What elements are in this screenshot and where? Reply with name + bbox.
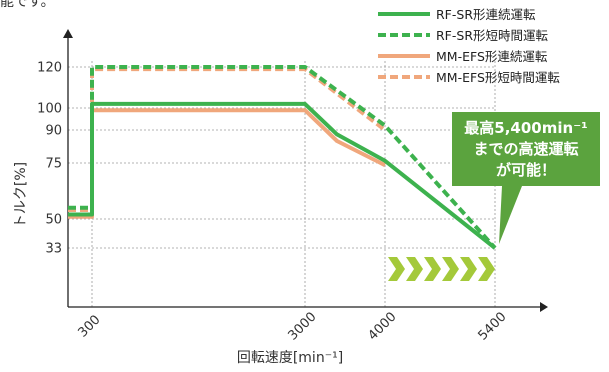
callout-text-line: までの高速運転 — [473, 140, 578, 158]
series-lines — [68, 65, 497, 250]
x-tick-label: 5400 — [476, 310, 510, 344]
chevron-arrow — [406, 257, 423, 281]
x-tick-label: 300 — [75, 312, 103, 340]
series-line — [68, 101, 497, 250]
legend-label: RF-SR形短時間運転 — [436, 28, 549, 43]
y-tick-label: 33 — [45, 242, 62, 257]
x-tick-label: 4000 — [366, 310, 400, 344]
x-axis-label: 回転速度[min⁻¹] — [237, 350, 343, 366]
legend-label: MM-EFS形連続運転 — [436, 49, 548, 64]
y-tick-label: 120 — [37, 61, 62, 76]
grid-lines — [68, 60, 496, 307]
chevron-arrow — [478, 257, 495, 281]
legend: RF-SR形連続運転 RF-SR形短時間運転 MM-EFS形連続運転 MM-EFS形短… — [378, 7, 560, 85]
chevron-arrow — [388, 257, 405, 281]
x-axis-arrowhead — [540, 302, 548, 312]
callout-bubble — [452, 112, 600, 244]
chevron-arrow — [460, 257, 477, 281]
y-tick-label: 100 — [37, 102, 62, 117]
top-text: 能です。 — [0, 0, 55, 10]
legend-label: RF-SR形連続運転 — [436, 7, 536, 22]
speed-arrows — [388, 257, 495, 281]
callout-text-line: 最高5,400min⁻¹ — [464, 119, 587, 137]
legend-label: MM-EFS形短時間運転 — [436, 70, 560, 85]
series-line — [68, 65, 497, 250]
series-line — [68, 67, 387, 212]
chevron-arrow — [442, 257, 459, 281]
y-tick-label: 75 — [45, 157, 62, 172]
y-tick-label: 90 — [45, 124, 62, 139]
callout-text-line: が可能！ — [496, 161, 556, 179]
x-tick-label: 3000 — [286, 310, 320, 344]
y-axis-arrowhead — [63, 29, 73, 38]
axes — [63, 29, 548, 312]
chevron-arrow — [424, 257, 441, 281]
y-tick-label: 50 — [45, 213, 62, 228]
series-line — [68, 108, 386, 219]
y-axis-label: トルク[%] — [13, 162, 29, 228]
